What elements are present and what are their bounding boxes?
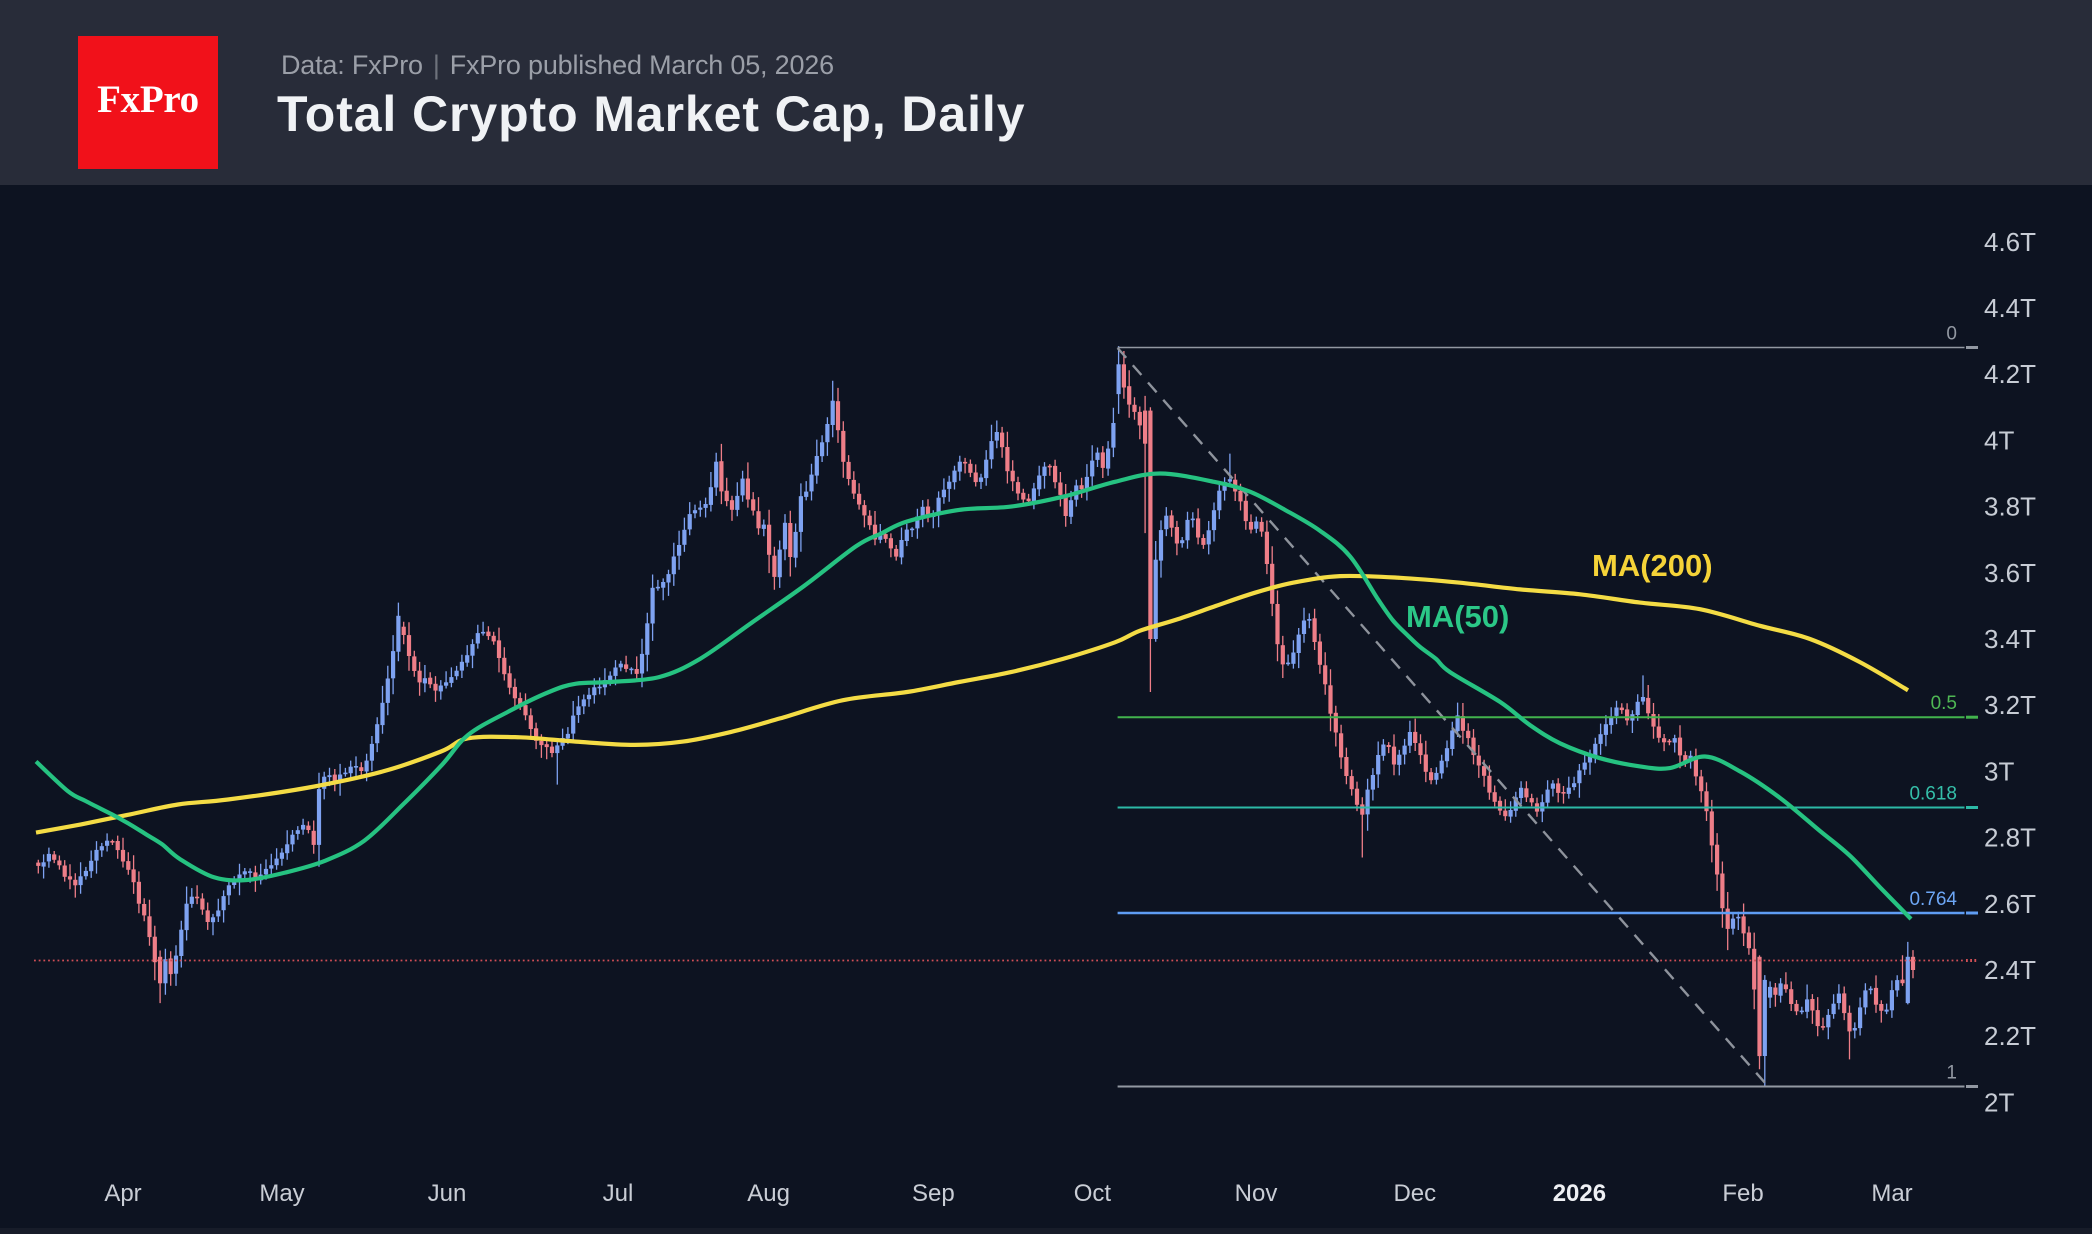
- svg-text:Jun: Jun: [428, 1180, 467, 1207]
- svg-text:3.8T: 3.8T: [1984, 492, 2036, 522]
- svg-text:Apr: Apr: [104, 1180, 141, 1207]
- svg-text:2.8T: 2.8T: [1984, 823, 2036, 853]
- svg-text:2.2T: 2.2T: [1984, 1021, 2036, 1051]
- svg-text:3.2T: 3.2T: [1984, 690, 2036, 720]
- svg-text:0.764: 0.764: [1909, 889, 1957, 910]
- svg-text:2.6T: 2.6T: [1984, 889, 2036, 919]
- svg-text:3.4T: 3.4T: [1984, 624, 2036, 654]
- svg-text:Feb: Feb: [1722, 1180, 1763, 1207]
- svg-text:2026: 2026: [1553, 1180, 1606, 1207]
- svg-text:May: May: [259, 1180, 304, 1207]
- svg-text:Dec: Dec: [1393, 1180, 1436, 1207]
- svg-text:3.6T: 3.6T: [1984, 558, 2036, 588]
- svg-text:0.618: 0.618: [1909, 784, 1957, 805]
- svg-text:0.5: 0.5: [1931, 693, 1957, 714]
- svg-text:4.4T: 4.4T: [1984, 293, 2036, 323]
- svg-text:Oct: Oct: [1074, 1180, 1112, 1207]
- svg-text:Nov: Nov: [1235, 1180, 1278, 1207]
- svg-text:Mar: Mar: [1871, 1180, 1912, 1207]
- svg-text:4.2T: 4.2T: [1984, 359, 2036, 389]
- svg-text:MA(50): MA(50): [1406, 599, 1509, 634]
- svg-text:2.4T: 2.4T: [1984, 955, 2036, 985]
- svg-text:4.6T: 4.6T: [1984, 227, 2036, 257]
- svg-text:3T: 3T: [1984, 756, 2014, 786]
- svg-text:0: 0: [1946, 324, 1957, 345]
- svg-text:4T: 4T: [1984, 425, 2014, 455]
- svg-text:Jul: Jul: [603, 1180, 634, 1207]
- svg-text:Sep: Sep: [912, 1180, 955, 1207]
- svg-text:1: 1: [1946, 1063, 1957, 1084]
- svg-text:MA(200): MA(200): [1592, 548, 1713, 583]
- svg-text:Aug: Aug: [747, 1180, 790, 1207]
- svg-text:2T: 2T: [1984, 1087, 2014, 1117]
